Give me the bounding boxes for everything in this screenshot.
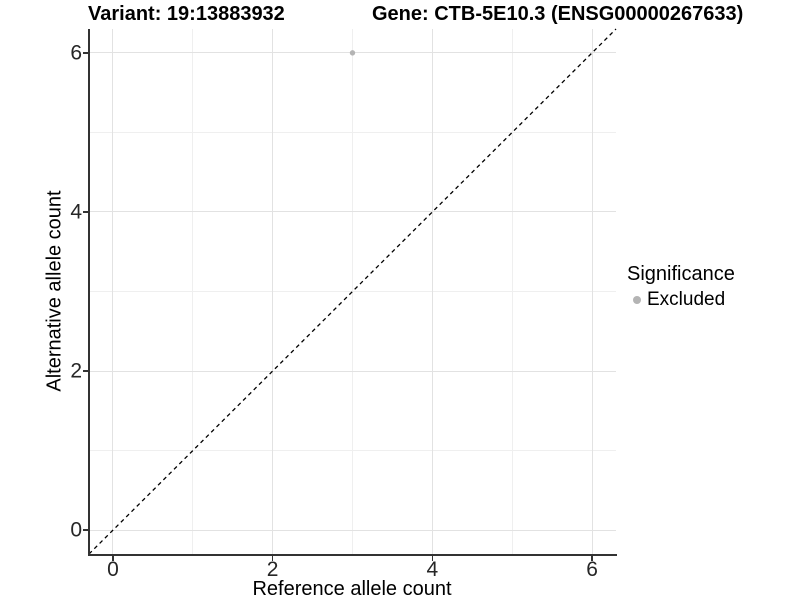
legend: Significance Excluded — [627, 263, 735, 311]
major-gridline-x — [112, 29, 114, 554]
x-tick-mark — [591, 556, 593, 561]
x-axis-title: Reference allele count — [252, 578, 452, 600]
y-tick-mark — [83, 211, 88, 213]
major-gridline-y — [89, 211, 616, 213]
variant-title: Variant: 19:13883932 — [88, 3, 285, 25]
x-tick-label: 6 — [586, 558, 598, 581]
y-axis-line — [88, 29, 90, 556]
legend-marker-dot — [633, 296, 641, 304]
x-tick-mark — [431, 556, 434, 561]
y-tick-mark — [83, 52, 88, 54]
major-gridline-y — [89, 370, 616, 372]
major-gridline-y — [89, 529, 616, 531]
x-tick-label: 2 — [266, 558, 279, 581]
y-tick-mark — [83, 529, 88, 531]
x-tick-mark — [271, 556, 274, 561]
major-gridline-x — [431, 29, 433, 554]
y-tick-label: 2 — [70, 359, 82, 383]
y-axis-title: Alternative allele count — [43, 190, 66, 392]
y-tick-mark — [83, 370, 88, 372]
minor-gridline-y — [89, 131, 616, 133]
y-tick-label: 0 — [70, 518, 82, 542]
minor-gridline-y — [89, 291, 616, 292]
y-tick-label: 6 — [70, 41, 82, 65]
legend-item-label: Excluded — [647, 289, 726, 310]
gene-title: Gene: CTB-5E10.3 (ENSG00000267633) — [372, 3, 744, 25]
scatter-points — [349, 50, 356, 56]
plot-panel — [88, 28, 617, 555]
identity-reference-line — [88, 28, 617, 555]
y-tick-label: 4 — [70, 200, 82, 224]
x-tick-mark — [112, 556, 114, 561]
legend-item-excluded: Excluded — [627, 289, 735, 311]
minor-gridline-y — [89, 450, 616, 452]
plot-canvas — [88, 28, 617, 555]
data-point-excluded — [349, 50, 356, 56]
major-gridline-x — [272, 29, 274, 554]
x-axis-line — [88, 554, 617, 556]
x-tick-label: 0 — [107, 558, 119, 581]
major-gridline-x — [591, 29, 593, 554]
legend-title: Significance — [627, 263, 735, 285]
x-tick-label: 4 — [426, 558, 439, 581]
